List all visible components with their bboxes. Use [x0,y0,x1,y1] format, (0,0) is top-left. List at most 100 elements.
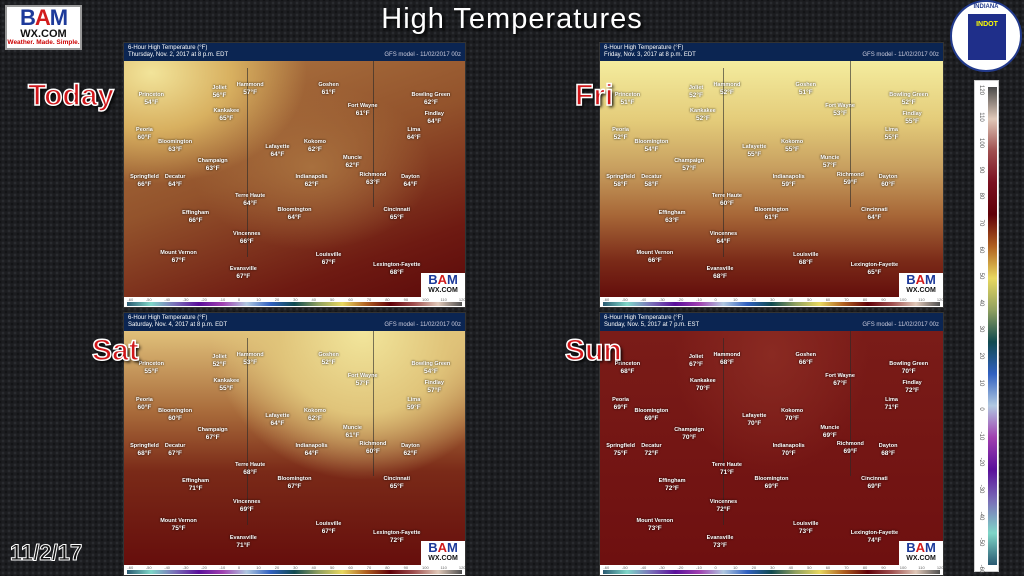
scale-tick: 110 [918,565,925,570]
city-label: Lima 64°F [407,127,421,141]
city-label: Lafayette 55°F [742,144,766,158]
city-label: Evansville 68°F [707,266,734,280]
city-temp: 64°F [867,214,882,222]
scale-tick: 60 [348,565,353,570]
scale-tick: -10 [696,565,702,570]
city-label: Peoria 60°F [136,397,153,411]
scale-tick: 0 [714,565,717,570]
scale-tick: -10 [696,297,702,302]
city-temp: 71°F [236,541,251,549]
city-label: Peoria 52°F [612,127,629,141]
city-label: Dayton 60°F [879,174,898,188]
city-temp: 53°F [243,359,258,367]
city-temp: 64°F [243,200,258,208]
bamwx-watermark: BAM WX.COM [421,273,465,297]
color-scale-bar: -60 -50 -40 -30 -20 -10 0 10 20 30 40 50 60 70 80 90 100… [124,565,465,575]
state-border [372,331,374,477]
color-scale-bar: -60 -50 -40 -30 -20 -10 0 10 20 30 40 50 60 70 80 90 100… [600,565,943,575]
city-name: Findlay [902,380,922,387]
scale-tick: 120 [936,297,944,302]
city-temp: 52°F [613,134,628,142]
scale-tick: 80 [862,565,868,570]
city-name: Evansville [706,534,734,541]
city-temp: 74°F [867,536,882,544]
city-name: Louisville [315,520,342,527]
scale-tick: 40 [311,297,316,302]
city-label: Goshen 52°F [318,352,338,366]
city-name: Kokomo [781,408,804,415]
city-name: Springfield [606,443,635,450]
city-label: Muncie 69°F [820,425,839,439]
scale-tick: -50 [978,537,984,547]
city-label: Richmond 63°F [359,172,386,186]
scale-tick: 90 [881,565,886,570]
city-label: Mount Vernon 67°F [160,250,197,264]
city-name: Hammond [713,352,741,359]
scale-tick: -60 [127,297,134,302]
city-temp: 55°F [144,368,159,376]
city-name: Hammond [713,82,741,89]
city-name: Lima [885,396,898,403]
city-name: Richmond [359,440,387,447]
scale-tick: 110 [440,297,447,302]
city-label: Indianapolis 62°F [296,174,328,188]
city-label: Springfield 75°F [606,443,635,457]
city-name: Goshen [795,352,817,359]
city-name: Cincinnati [383,207,411,214]
city-label: Bloomington 69°F [755,476,789,490]
city-label: Indianapolis 64°F [296,443,328,457]
city-temp: 72°F [716,506,731,514]
city-label: Richmond 60°F [359,441,386,455]
city-temp: 69°F [867,483,882,491]
city-temp: 65°F [867,268,882,276]
city-name: Louisville [793,520,819,527]
city-temp: 62°F [423,98,438,106]
city-name: Lima [407,396,421,403]
panel-valid-time: Thursday, Nov. 2, 2017 at 8 p.m. EDT [128,52,229,58]
city-name: Dayton [878,443,898,450]
scale-tick: 10 [978,379,984,386]
scale-tick: -20 [201,565,207,570]
city-temp: 72°F [644,450,659,458]
city-temp: 66°F [798,359,813,367]
state-border [246,338,248,526]
map-panel-fri: 6-Hour High Temperature (°F) Friday, Nov.… [599,42,944,308]
city-label: Bowling Green 54°F [411,361,450,375]
scale-tick: 50 [807,297,812,302]
scale-tick: -30 [658,565,665,570]
city-name: Bloomington [277,207,312,214]
city-name: Bowling Green [889,91,929,98]
city-name: Peoria [136,127,153,134]
city-name: Princeton [138,91,164,98]
city-label: Effingham 63°F [659,210,686,224]
city-label: Effingham 66°F [182,210,209,224]
scale-tick: 60 [825,297,831,302]
city-temp: 58°F [613,181,628,189]
city-temp: 69°F [843,447,858,455]
city-label: Decatur 64°F [165,174,185,188]
city-label: Champaign 63°F [198,158,228,172]
city-label: Richmond 69°F [837,441,864,455]
city-name: Lima [885,127,898,134]
city-label: Fort Wayne 67°F [825,373,855,387]
city-temp: 64°F [716,237,731,245]
city-name: Indianapolis [295,174,328,181]
city-name: Lexington-Fayette [850,261,899,268]
city-label: Cincinnati 65°F [384,207,411,221]
city-name: Kankakee [690,377,716,384]
scale-tick: -10 [978,431,984,441]
city-temp: 65°F [219,115,234,123]
city-name: Lafayette [742,143,767,150]
city-label: Goshen 66°F [796,352,816,366]
city-name: Vincennes [709,230,738,237]
city-name: Lafayette [265,143,290,150]
city-label: Decatur 72°F [641,443,661,457]
city-label: Princeton 51°F [615,92,640,106]
city-name: Champaign [197,157,228,164]
city-label: Goshen 51°F [796,82,816,96]
city-label: Springfield 58°F [606,174,635,188]
scale-tick: -60 [603,297,610,302]
city-temp: 55°F [785,145,799,153]
city-label: Decatur 67°F [165,443,185,457]
city-temp: 53°F [833,110,847,118]
